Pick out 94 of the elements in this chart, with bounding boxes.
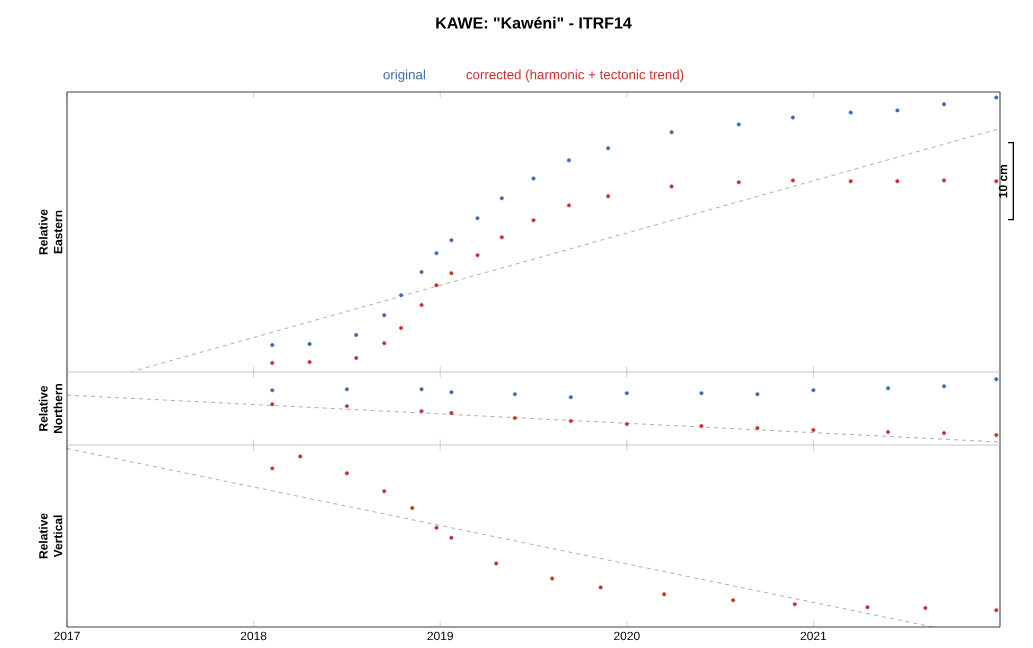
point — [449, 535, 454, 540]
point — [419, 303, 424, 308]
point — [270, 388, 275, 393]
point — [942, 102, 947, 107]
point — [942, 431, 947, 436]
point — [399, 293, 404, 298]
point — [344, 387, 349, 392]
point — [399, 326, 404, 331]
point — [512, 416, 517, 421]
point — [270, 402, 275, 407]
y-axis-title: Relative Vertical — [38, 513, 63, 559]
point — [419, 409, 424, 414]
point — [307, 360, 312, 365]
point — [344, 404, 349, 409]
point — [699, 424, 704, 429]
x-tick-label: 2020 — [614, 631, 640, 641]
point — [531, 176, 536, 181]
point — [848, 179, 853, 184]
point — [354, 355, 359, 360]
point — [669, 184, 674, 189]
point — [624, 391, 629, 396]
point — [624, 422, 629, 427]
point — [449, 238, 454, 243]
point — [410, 505, 415, 510]
point — [699, 391, 704, 396]
point — [494, 561, 499, 566]
point — [298, 454, 303, 459]
point — [550, 576, 555, 581]
point — [994, 95, 999, 100]
point — [568, 395, 573, 400]
point — [792, 602, 797, 607]
point — [886, 430, 891, 435]
point — [434, 251, 439, 256]
point — [994, 608, 999, 613]
point — [731, 598, 736, 603]
point — [382, 313, 387, 318]
x-tick-label: 2018 — [240, 631, 267, 641]
point — [434, 525, 439, 530]
x-tick-label: 2021 — [800, 631, 827, 641]
point — [736, 122, 741, 127]
point — [512, 392, 517, 397]
point — [790, 115, 795, 120]
point — [382, 489, 387, 494]
point — [942, 178, 947, 183]
point — [449, 390, 454, 395]
point — [354, 332, 359, 337]
point — [499, 235, 504, 240]
point — [606, 146, 611, 151]
point — [499, 196, 504, 201]
x-tick-label: 2019 — [427, 631, 453, 641]
point — [886, 386, 891, 391]
point — [419, 387, 424, 392]
annotation: 10 cm — [998, 164, 1008, 198]
y-axis-title: Relative Northern — [38, 383, 63, 434]
point — [566, 158, 571, 163]
point — [994, 377, 999, 382]
point — [434, 283, 439, 288]
point — [662, 592, 667, 597]
y-axis-title: Relative Eastern — [38, 209, 63, 255]
x-tick-label: 2017 — [54, 631, 80, 641]
point — [895, 179, 900, 184]
point — [994, 179, 999, 184]
point — [923, 606, 928, 611]
point — [736, 180, 741, 185]
point — [270, 360, 275, 365]
point — [811, 388, 816, 393]
point — [606, 194, 611, 199]
point — [419, 270, 424, 275]
point — [270, 343, 275, 348]
point — [475, 253, 480, 258]
point — [307, 341, 312, 346]
text: original — [383, 69, 425, 82]
point — [382, 341, 387, 346]
point — [755, 392, 760, 397]
point — [848, 110, 853, 115]
point — [270, 466, 275, 471]
point — [344, 471, 349, 476]
text: corrected (harmonic + tectonic trend) — [466, 69, 684, 82]
point — [790, 178, 795, 183]
point — [475, 216, 480, 221]
point — [811, 428, 816, 433]
point — [449, 271, 454, 276]
point — [669, 130, 674, 135]
chart-title: KAWE: "Kawéni" - ITRF14 — [436, 16, 632, 29]
point — [566, 203, 571, 208]
point — [568, 419, 573, 424]
point — [755, 426, 760, 431]
point — [942, 384, 947, 389]
point — [598, 585, 603, 590]
point — [449, 411, 454, 416]
point — [531, 218, 536, 223]
point — [895, 108, 900, 113]
point — [994, 432, 999, 437]
point — [865, 605, 870, 610]
